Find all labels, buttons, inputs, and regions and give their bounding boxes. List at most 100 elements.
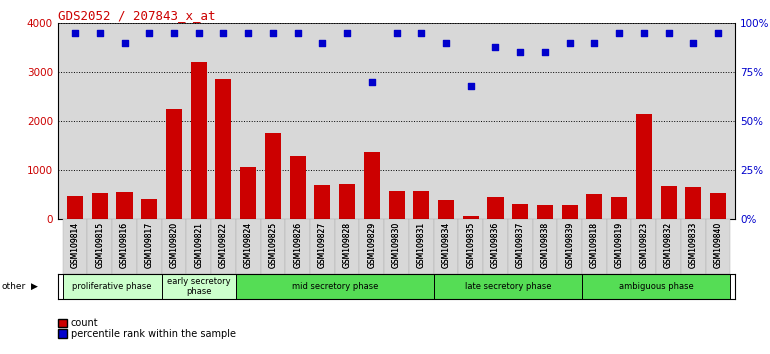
Text: GSM109822: GSM109822 [219, 222, 228, 268]
FancyBboxPatch shape [705, 219, 731, 274]
Text: GSM109826: GSM109826 [293, 222, 302, 268]
FancyBboxPatch shape [335, 219, 360, 274]
Point [539, 50, 551, 55]
FancyBboxPatch shape [137, 219, 162, 274]
Text: GSM109824: GSM109824 [243, 222, 253, 268]
Bar [413, 190, 430, 219]
Text: GSM109837: GSM109837 [516, 222, 524, 268]
Text: GSM109840: GSM109840 [714, 222, 722, 268]
FancyBboxPatch shape [384, 219, 409, 274]
Bar [434, 274, 582, 299]
Point [687, 40, 699, 45]
Point [94, 30, 106, 36]
Text: GSM109831: GSM109831 [417, 222, 426, 268]
FancyBboxPatch shape [458, 219, 483, 274]
Bar [265, 133, 281, 219]
Point [366, 79, 378, 85]
FancyBboxPatch shape [631, 219, 656, 274]
FancyBboxPatch shape [508, 219, 533, 274]
Text: GSM109835: GSM109835 [467, 222, 475, 268]
Bar [512, 204, 528, 219]
Bar [314, 185, 330, 219]
FancyBboxPatch shape [582, 219, 607, 274]
Bar [191, 62, 207, 219]
Point [489, 44, 501, 50]
Point [192, 30, 205, 36]
FancyBboxPatch shape [607, 219, 631, 274]
Point [390, 30, 403, 36]
Text: GSM109823: GSM109823 [639, 222, 648, 268]
Text: GSM109839: GSM109839 [565, 222, 574, 268]
Bar [67, 196, 83, 219]
Bar [216, 80, 232, 219]
Text: GSM109829: GSM109829 [367, 222, 377, 268]
Point [341, 30, 353, 36]
Text: GSM109836: GSM109836 [491, 222, 500, 268]
FancyBboxPatch shape [409, 219, 434, 274]
Point [292, 30, 304, 36]
Text: GSM109827: GSM109827 [318, 222, 326, 268]
Text: GSM109831: GSM109831 [417, 222, 426, 268]
Bar [586, 194, 602, 219]
Point [242, 30, 254, 36]
Text: GSM109840: GSM109840 [714, 222, 722, 268]
Text: GSM109830: GSM109830 [392, 222, 401, 268]
Text: mid secretory phase: mid secretory phase [292, 282, 378, 291]
Bar [636, 114, 652, 219]
Bar [463, 216, 479, 219]
Text: GSM109834: GSM109834 [441, 222, 450, 268]
Bar [236, 274, 434, 299]
FancyBboxPatch shape [656, 219, 681, 274]
Bar [537, 205, 553, 219]
Point [119, 40, 131, 45]
Bar [166, 109, 182, 219]
FancyBboxPatch shape [112, 219, 137, 274]
Bar [685, 187, 701, 219]
Text: early secretory
phase: early secretory phase [167, 277, 230, 296]
FancyBboxPatch shape [211, 219, 236, 274]
FancyBboxPatch shape [310, 219, 335, 274]
FancyBboxPatch shape [483, 219, 508, 274]
Text: GSM109830: GSM109830 [392, 222, 401, 268]
Text: GSM109838: GSM109838 [541, 222, 550, 268]
Text: count: count [71, 318, 99, 328]
Bar [141, 199, 157, 219]
FancyBboxPatch shape [236, 219, 260, 274]
Point [588, 40, 601, 45]
Point [415, 30, 427, 36]
Text: ▶: ▶ [31, 282, 38, 291]
Text: GSM109816: GSM109816 [120, 222, 129, 268]
Point [143, 30, 156, 36]
Text: GSM109818: GSM109818 [590, 222, 599, 268]
Text: GSM109815: GSM109815 [95, 222, 104, 268]
Text: late secretory phase: late secretory phase [464, 282, 551, 291]
Text: GSM109838: GSM109838 [541, 222, 550, 268]
Text: GSM109815: GSM109815 [95, 222, 104, 268]
Point [69, 30, 81, 36]
Text: GSM109832: GSM109832 [664, 222, 673, 268]
Point [564, 40, 576, 45]
FancyBboxPatch shape [681, 219, 705, 274]
Text: GSM109829: GSM109829 [367, 222, 377, 268]
FancyBboxPatch shape [285, 219, 310, 274]
Text: ambiguous phase: ambiguous phase [619, 282, 694, 291]
Bar [389, 192, 404, 219]
Bar [363, 152, 380, 219]
FancyBboxPatch shape [260, 219, 285, 274]
FancyBboxPatch shape [162, 219, 186, 274]
Text: GSM109819: GSM109819 [614, 222, 624, 268]
Text: GSM109814: GSM109814 [71, 222, 79, 268]
Text: GSM109833: GSM109833 [689, 222, 698, 268]
Point [217, 30, 229, 36]
Text: proliferative phase: proliferative phase [72, 282, 152, 291]
Text: GSM109827: GSM109827 [318, 222, 326, 268]
Text: GSM109823: GSM109823 [639, 222, 648, 268]
Point [514, 50, 527, 55]
Bar [611, 197, 627, 219]
Text: GSM109825: GSM109825 [269, 222, 277, 268]
Bar [62, 274, 162, 299]
Text: GSM109834: GSM109834 [441, 222, 450, 268]
Text: GSM109816: GSM109816 [120, 222, 129, 268]
Text: GSM109817: GSM109817 [145, 222, 154, 268]
Bar [710, 193, 726, 219]
